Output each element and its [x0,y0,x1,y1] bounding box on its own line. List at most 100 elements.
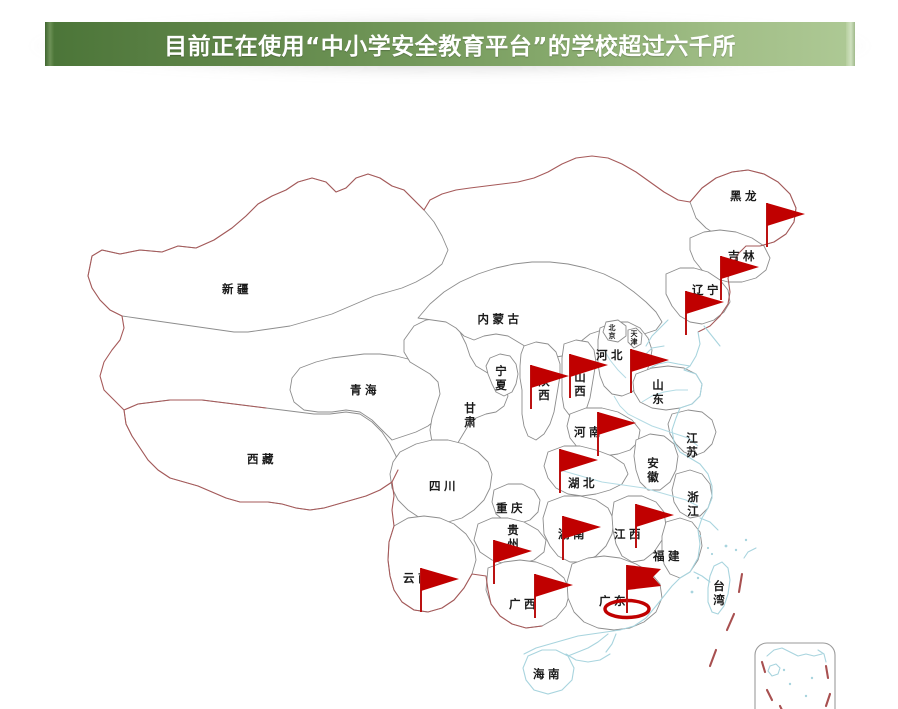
banner-bevel-left [45,22,54,66]
province-label-hebei: 河北 [596,348,626,362]
province-anhui [633,433,679,491]
flag-hunan[interactable] [562,516,601,560]
province-label-char: 贵 [507,523,519,537]
municipality-chongqing [491,483,541,525]
province-label-neimenggu: 内蒙古 [478,312,523,326]
province-label-qinghai: 青海 [350,383,380,397]
flag-markers [420,203,805,620]
province-label-char: 夏 [495,378,507,392]
province-label-char: 甘 [464,401,476,415]
flag-icon [636,504,674,527]
province-label-char: 西 [574,384,586,398]
flag-icon [767,203,805,226]
flag-icon [531,365,569,388]
flag-icon [627,565,661,590]
banner-bevel-right [846,22,855,66]
island-hainan [522,649,575,695]
flag-hebei[interactable] [630,349,669,393]
flag-jilin[interactable] [720,256,759,300]
flag-icon [598,412,636,435]
islets [690,534,748,594]
province-label-char: 湾 [713,593,725,607]
province-label-char: 津 [631,337,638,346]
province-label-anhui: 安徽 [646,456,659,484]
flag-yunnan[interactable] [420,568,459,612]
china-map-svg: 新疆西藏青海甘肃内蒙古宁夏陕西山西河北北京天津山东河南江苏安徽湖北浙江四川重庆贵… [87,155,836,709]
province-label-liaoning: 辽宁 [692,283,722,297]
province-label-hainan: 海南 [533,667,563,681]
province-label-beijing: 北京 [609,323,616,340]
title-banner: 目前正在使用“中小学安全教育平台”的学校超过六千所 [33,16,867,76]
page-title: 目前正在使用“中小学安全教育平台”的学校超过六千所 [164,34,736,60]
flag-icon [563,516,601,539]
province-label-char: 山 [574,370,586,384]
national-border [87,155,797,629]
flag-shaanxi[interactable] [530,365,569,409]
municipality-tianjin [627,327,643,349]
province-label-xinjiang: 新疆 [222,282,252,296]
province-label-gansu: 甘肃 [464,401,476,429]
province-label-char: 西 [538,388,550,402]
province-label-char: 东 [652,392,664,406]
province-label-char: 天 [631,330,639,338]
province-shapes [87,169,797,695]
province-label-char: 宁 [495,364,507,378]
province-guizhou [473,517,547,565]
province-label-char: 北 [609,323,616,332]
province-label-jiangsu: 江苏 [686,431,698,459]
province-label-char: 台 [713,579,725,593]
municipality-beijing [602,319,627,343]
flag-henan[interactable] [597,412,636,456]
province-label-ningxia: 宁夏 [495,364,507,392]
province-label-char: 肃 [464,415,476,429]
province-gansu [403,317,509,453]
island-taiwan [707,561,731,615]
flag-icon [494,540,532,563]
province-label-char: 江 [687,504,699,518]
flag-heilongjiang[interactable] [766,203,805,247]
south-china-sea-inset [754,642,836,709]
flag-icon [421,568,459,591]
province-label-fujian: 福建 [652,549,683,563]
province-yunnan [387,515,477,613]
province-label-jiangxi: 江西 [614,527,644,541]
province-label-shanxi: 山西 [574,370,586,398]
province-label-jilin: 吉林 [728,249,758,263]
province-label-char: 安 [647,456,659,470]
province-label-char: 京 [609,331,616,340]
province-label-hubei: 湖北 [568,476,598,490]
province-label-char: 浙 [687,490,699,504]
province-label-tianjin: 天津 [631,330,639,346]
province-jiangsu [667,409,717,457]
flag-jiangxi[interactable] [635,504,674,548]
coastline [523,319,757,663]
province-label-chongqing: 重庆 [496,501,526,515]
province-label-henan: 河南 [574,425,604,439]
flag-shanxi[interactable] [569,354,608,398]
flag-icon [560,449,598,472]
flag-icon [721,256,759,279]
rivers [559,349,699,507]
flag-guizhou[interactable] [493,540,532,584]
province-guangdong [566,555,663,631]
flag-guangdong[interactable] [603,565,661,620]
flag-icon [570,354,608,377]
province-label-guangxi: 广西 [509,597,539,611]
flag-liaoning[interactable] [685,291,724,335]
province-label-xizang: 西藏 [247,452,277,466]
china-map-container: 新疆西藏青海甘肃内蒙古宁夏陕西山西河北北京天津山东河南江苏安徽湖北浙江四川重庆贵… [0,78,898,709]
banner-body: 目前正在使用“中小学安全教育平台”的学校超过六千所 [45,22,855,66]
province-label-char: 江 [686,431,698,445]
province-qinghai [289,353,451,441]
province-guangxi [485,559,571,629]
province-fujian [661,517,703,579]
province-label-char: 徽 [646,470,659,484]
nine-dash-line [708,572,744,668]
province-label-heilongjiang: 黑龙 [730,189,760,203]
province-zhejiang [671,469,713,519]
flag-icon [686,291,724,314]
flag-guangxi[interactable] [534,574,573,618]
province-label-char: 苏 [686,445,698,459]
flag-hubei[interactable] [559,449,598,493]
province-ningxia [485,353,519,397]
